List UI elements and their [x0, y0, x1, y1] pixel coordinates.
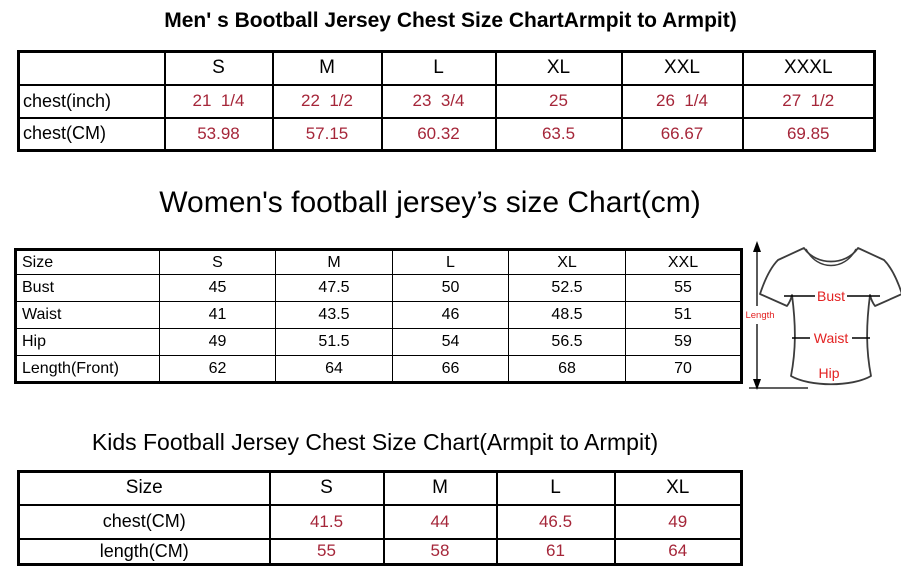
size-column-header: S	[159, 249, 276, 275]
size-value: 51	[625, 301, 742, 329]
table-row: chest(CM) 41.5 44 46.5 49	[17, 503, 743, 540]
size-column-header: M	[275, 249, 393, 275]
size-column-header: XXXL	[741, 50, 876, 86]
corner-header-cell: Size	[17, 470, 271, 506]
size-value: 21 1/4	[163, 83, 274, 119]
womens-chart-title: Women's football jersey’s size Chart(cm)	[159, 186, 701, 219]
size-column-header: S	[268, 470, 385, 506]
size-column-header: L	[495, 470, 616, 506]
size-value: 66	[392, 355, 509, 383]
size-value: 68	[508, 355, 626, 383]
row-label: Bust	[15, 274, 160, 302]
size-value: 54	[392, 328, 509, 356]
size-column-header: L	[392, 249, 509, 275]
size-value: 69.85	[741, 116, 876, 152]
row-label: Waist	[15, 301, 160, 329]
size-value: 63.5	[494, 116, 623, 152]
size-value: 66.67	[620, 116, 744, 152]
size-value: 26 1/4	[620, 83, 744, 119]
size-value: 56.5	[508, 328, 626, 356]
size-value: 59	[625, 328, 742, 356]
row-label: chest(CM)	[17, 116, 166, 152]
size-value: 49	[159, 328, 276, 356]
corner-header-cell	[17, 50, 166, 86]
size-column-header: XL	[494, 50, 623, 86]
waist-label: Waist	[814, 330, 849, 346]
size-value: 27 1/2	[741, 83, 876, 119]
size-value: 45	[159, 274, 276, 302]
header-row: Size S M L XL	[17, 470, 743, 506]
row-label: chest(inch)	[17, 83, 166, 119]
row-label: Length(Front)	[15, 355, 160, 383]
size-value: 62	[159, 355, 276, 383]
header-row: Size S M L XL XXL	[15, 249, 742, 275]
row-label: length(CM)	[17, 537, 271, 565]
row-label: chest(CM)	[17, 503, 271, 540]
size-value: 58	[382, 537, 498, 565]
size-value: 46.5	[495, 503, 616, 540]
mens-chart-title: Men' s Bootball Jersey Chest Size ChartA…	[164, 9, 737, 32]
size-value: 61	[495, 537, 616, 565]
hip-label: Hip	[818, 365, 839, 381]
table-row: Bust 45 47.5 50 52.5 55	[15, 274, 742, 302]
size-value: 52.5	[508, 274, 626, 302]
size-column-header: M	[382, 470, 498, 506]
length-arrow-icon	[749, 241, 808, 390]
size-value: 41	[159, 301, 276, 329]
size-value: 64	[613, 537, 743, 565]
table-row: chest(CM) 53.98 57.15 60.32 63.5 66.67 69.85	[17, 116, 876, 152]
size-value: 41.5	[268, 503, 385, 540]
size-value: 51.5	[275, 328, 393, 356]
size-column-header: L	[380, 50, 497, 86]
size-column-header: S	[163, 50, 274, 86]
size-value: 55	[268, 537, 385, 565]
size-value: 48.5	[508, 301, 626, 329]
table-row: length(CM) 55 58 61 64	[17, 537, 743, 565]
kids-chart-title: Kids Football Jersey Chest Size Chart(Ar…	[91, 429, 659, 455]
size-value: 57.15	[271, 116, 383, 152]
size-column-header: M	[271, 50, 383, 86]
size-value: 22 1/2	[271, 83, 383, 119]
size-value: 23 3/4	[380, 83, 497, 119]
header-row: S M L XL XXL XXXL	[17, 50, 876, 86]
size-column-header: XXL	[625, 249, 742, 275]
size-value: 43.5	[275, 301, 393, 329]
size-value: 53.98	[163, 116, 274, 152]
table-row: Hip 49 51.5 54 56.5 59	[15, 328, 742, 356]
size-value: 55	[625, 274, 742, 302]
size-value: 60.32	[380, 116, 497, 152]
bust-label: Bust	[817, 288, 845, 304]
table-row: Waist 41 43.5 46 48.5 51	[15, 301, 742, 329]
size-value: 70	[625, 355, 742, 383]
womens-size-table: Size S M L XL XXL Bust 45 47.5 50 52.5 55 Waist 41 43…	[14, 248, 743, 384]
kids-size-table: Size S M L XL chest(CM) 41.5 44 46.5 49 length(CM…	[17, 470, 743, 566]
measurement-lines	[784, 295, 880, 339]
table-row: chest(inch) 21 1/4 22 1/2 23 3/4 25 26 1/4 27 …	[17, 83, 876, 119]
size-value: 46	[392, 301, 509, 329]
size-value: 44	[382, 503, 498, 540]
size-column-header: XL	[613, 470, 743, 506]
size-value: 25	[494, 83, 623, 119]
corner-header-cell: Size	[15, 249, 160, 275]
row-label: Hip	[15, 328, 160, 356]
size-column-header: XL	[508, 249, 626, 275]
length-label: Length	[745, 310, 774, 321]
size-column-header: XXL	[620, 50, 744, 86]
mens-size-table: S M L XL XXL XXXL chest(inch) 21 1/4 22 1/2 23 3…	[17, 50, 876, 152]
tshirt-measurement-diagram: Length Bust Waist Hip	[745, 241, 901, 390]
size-value: 50	[392, 274, 509, 302]
table-row: Length(Front) 62 64 66 68 70	[15, 355, 742, 383]
tshirt-outline-icon	[759, 247, 901, 386]
size-value: 47.5	[275, 274, 393, 302]
size-value: 64	[275, 355, 393, 383]
size-value: 49	[613, 503, 743, 540]
